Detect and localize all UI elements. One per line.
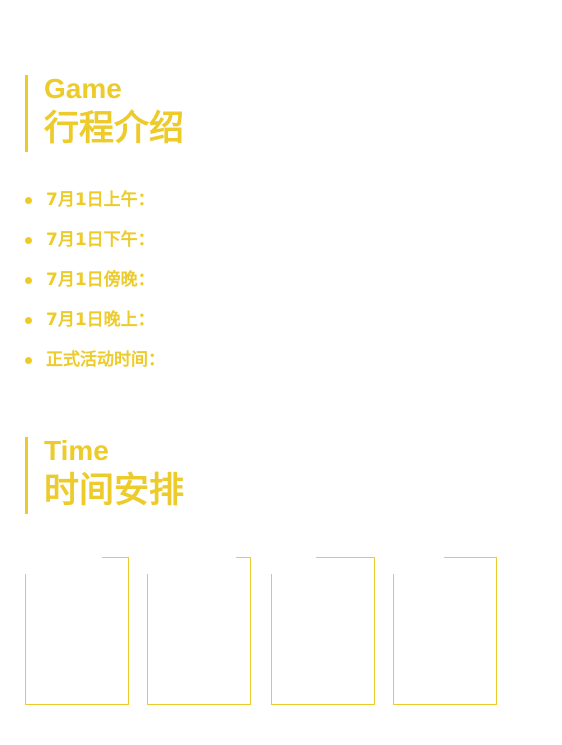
time-card (146, 556, 251, 705)
game-title-en: Game (44, 73, 122, 104)
list-item: 7月1日晚上： (22, 306, 165, 346)
schedule-item-label: 7月1日晚上： (46, 310, 155, 330)
card-border-notch (392, 556, 444, 574)
bullet-dot-icon (25, 277, 32, 284)
time-card (270, 556, 375, 705)
card-border-notch (270, 556, 316, 574)
bullet-dot-icon (25, 357, 32, 364)
schedule-item-label: 7月1日傍晚： (46, 270, 155, 290)
schedule-item-label: 正式活动时间： (46, 350, 165, 370)
time-title-zh: 时间安排 (44, 471, 185, 511)
schedule-item-label: 7月1日上午： (46, 190, 155, 210)
schedule-list: 7月1日上午： 7月1日下午： 7月1日傍晚： 7月1日晚上： 正式活动时间： (22, 186, 165, 386)
time-card (24, 556, 129, 705)
schedule-item-label: 7月1日下午： (46, 230, 155, 250)
list-item: 正式活动时间： (22, 346, 165, 386)
game-title-zh: 行程介绍 (44, 109, 185, 149)
list-item: 7月1日傍晚： (22, 266, 165, 306)
bullet-dot-icon (25, 197, 32, 204)
time-section-header: Time 时间安排 (25, 437, 325, 514)
bullet-dot-icon (25, 317, 32, 324)
list-item: 7月1日下午： (22, 226, 165, 266)
time-title-en: Time (44, 435, 109, 466)
time-card (392, 556, 497, 705)
list-item: 7月1日上午： (22, 186, 165, 226)
game-section-header: Game 行程介绍 (25, 75, 325, 152)
card-border-notch (146, 556, 236, 574)
card-border-notch (24, 556, 102, 574)
bullet-dot-icon (25, 237, 32, 244)
